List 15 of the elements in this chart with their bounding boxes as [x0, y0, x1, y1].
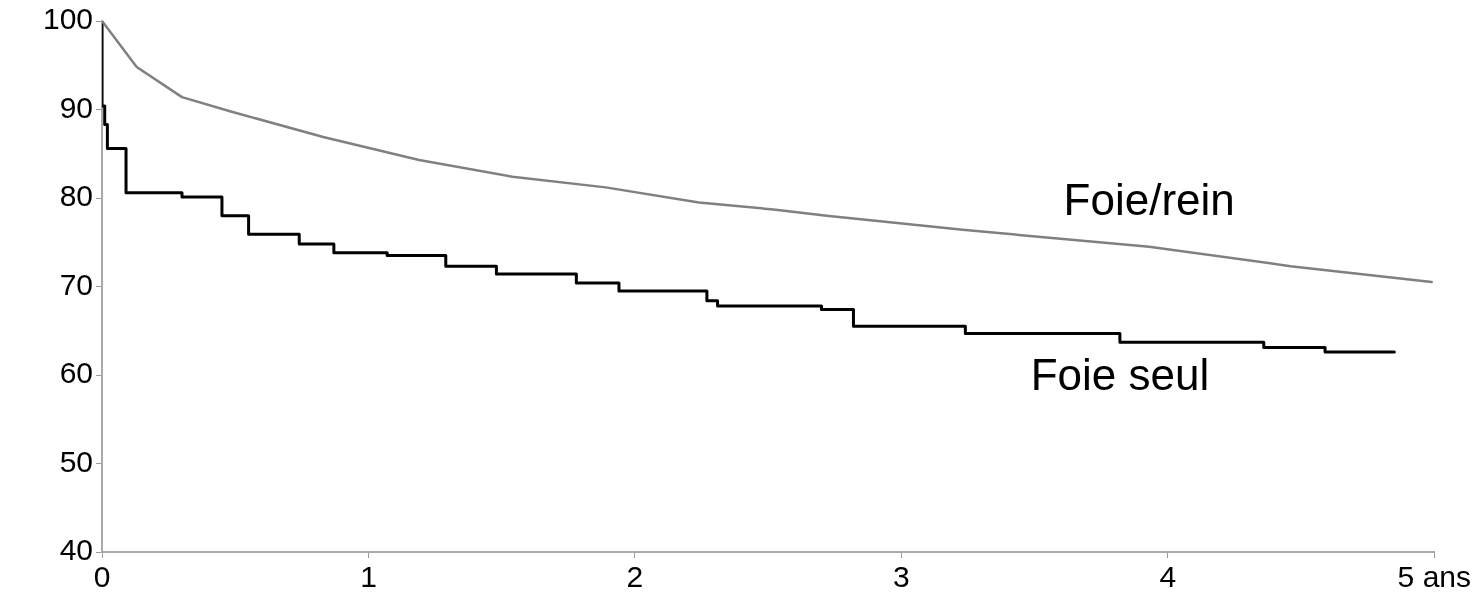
y-tick-label: 60 [59, 356, 94, 390]
x-tick-label: 3 [893, 560, 910, 594]
y-tick-label: 90 [59, 90, 94, 124]
x-tick-label: 2 [626, 560, 644, 594]
series-label: Foie seul [1030, 349, 1210, 399]
y-tick-label: 80 [59, 179, 94, 213]
y-tick-label: 50 [59, 444, 94, 478]
y-tick-label: 100 [42, 2, 94, 36]
x-tick-label: 0 [93, 560, 111, 594]
y-tick-label: 70 [59, 267, 94, 301]
x-tick-label: 1 [360, 560, 377, 594]
y-tick-label: 40 [59, 533, 94, 567]
series-label: Foie/rein [1063, 174, 1235, 224]
x-tick-label: 4 [1159, 560, 1177, 594]
x-tick-label: 5 ans [1397, 560, 1471, 594]
